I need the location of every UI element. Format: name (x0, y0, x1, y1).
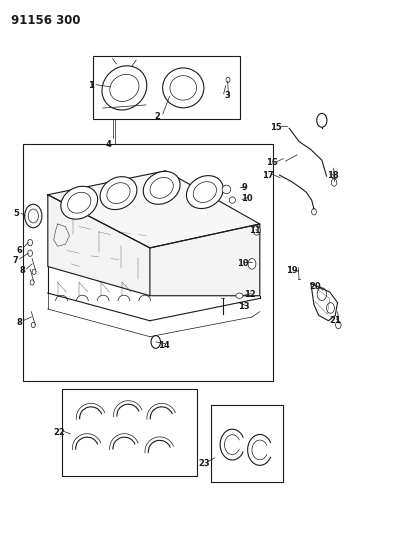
Text: 4: 4 (106, 140, 112, 149)
Polygon shape (48, 195, 150, 296)
Text: 19: 19 (286, 266, 298, 275)
Bar (93, 56, 240, 119)
Text: 6: 6 (16, 246, 22, 255)
Text: 3: 3 (224, 91, 230, 100)
Text: 23: 23 (198, 459, 210, 467)
Circle shape (32, 269, 36, 274)
Text: 11: 11 (249, 226, 261, 235)
Circle shape (28, 250, 32, 256)
Bar (211, 405, 283, 482)
Circle shape (31, 322, 35, 328)
Text: 5: 5 (13, 209, 19, 218)
Text: 10: 10 (241, 194, 253, 203)
Text: 15: 15 (270, 123, 282, 132)
Bar (24, 144, 273, 381)
Text: 14: 14 (158, 341, 169, 350)
Text: 12: 12 (244, 290, 256, 299)
Ellipse shape (68, 192, 91, 213)
Text: 18: 18 (327, 171, 338, 180)
Ellipse shape (186, 175, 223, 208)
Ellipse shape (143, 172, 180, 204)
Text: 22: 22 (53, 428, 65, 437)
Ellipse shape (222, 185, 231, 193)
Circle shape (30, 280, 34, 285)
Text: 9: 9 (242, 183, 248, 192)
Ellipse shape (61, 186, 98, 219)
Polygon shape (150, 224, 260, 296)
Ellipse shape (193, 182, 216, 203)
Text: 2: 2 (155, 112, 161, 121)
Text: 17: 17 (262, 171, 273, 180)
Text: 8: 8 (16, 318, 22, 327)
Text: 10: 10 (237, 260, 249, 268)
Text: 20: 20 (309, 282, 321, 291)
Circle shape (151, 336, 160, 349)
Text: 13: 13 (238, 302, 250, 311)
Circle shape (28, 239, 32, 246)
Ellipse shape (100, 176, 137, 209)
Text: 21: 21 (329, 316, 341, 325)
Text: 1: 1 (88, 81, 94, 90)
Ellipse shape (107, 183, 130, 204)
Ellipse shape (236, 293, 243, 298)
Ellipse shape (150, 177, 173, 198)
Text: 8: 8 (19, 266, 25, 275)
Circle shape (248, 259, 256, 269)
Polygon shape (48, 171, 260, 248)
Circle shape (253, 225, 260, 235)
Ellipse shape (229, 197, 236, 203)
Text: 91156 300: 91156 300 (11, 14, 80, 27)
Text: 7: 7 (13, 256, 19, 264)
Bar (61, 389, 197, 477)
Text: 16: 16 (266, 158, 278, 167)
Circle shape (25, 204, 42, 228)
